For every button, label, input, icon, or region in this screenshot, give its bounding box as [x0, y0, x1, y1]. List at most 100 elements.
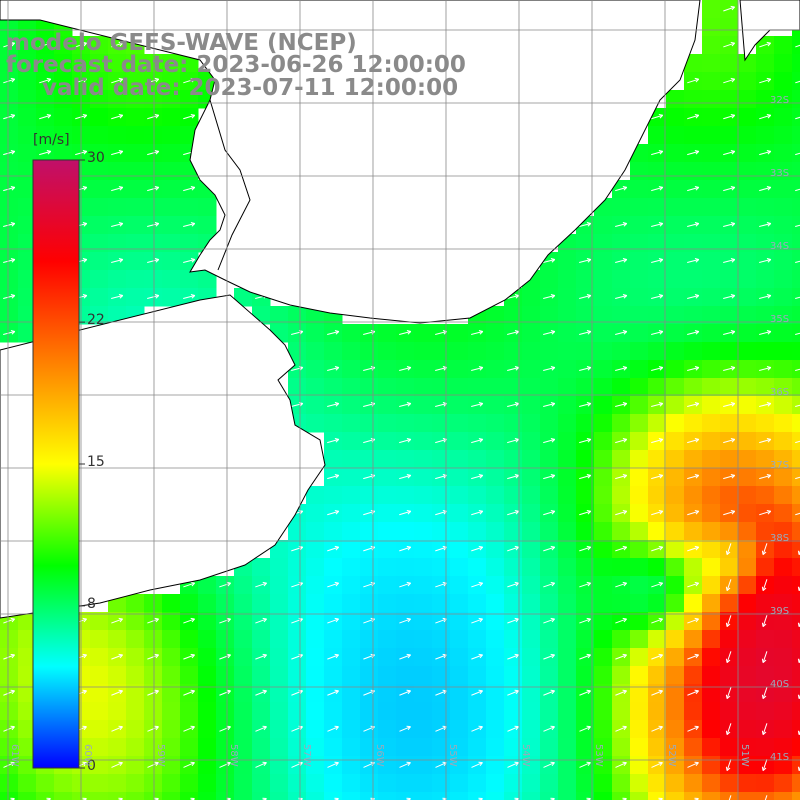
wind-cell: [162, 774, 181, 793]
wind-cell: [630, 756, 649, 775]
wind-cell: [576, 558, 595, 577]
wind-arrow: [111, 761, 123, 768]
wind-cell: [342, 504, 361, 523]
wind-cell: [432, 594, 451, 613]
wind-cell: [342, 576, 361, 595]
wind-cell: [720, 54, 739, 73]
wind-cell: [468, 522, 487, 541]
wind-cell: [540, 558, 559, 577]
wind-arrow: [333, 797, 339, 800]
wind-cell: [522, 576, 541, 595]
wind-cell: [486, 432, 505, 451]
wind-cell: [612, 774, 631, 793]
wind-cell: [216, 630, 235, 649]
wind-cell: [288, 378, 307, 397]
wind-cell: [234, 720, 253, 739]
wind-cell: [18, 198, 37, 217]
wind-cell: [648, 342, 667, 361]
wind-cell: [198, 684, 217, 703]
wind-arrow: [111, 653, 123, 660]
wind-cell: [180, 630, 199, 649]
wind-cell: [0, 18, 19, 37]
wind-cell: [792, 180, 800, 199]
wind-arrow: [795, 44, 800, 48]
wind-cell: [702, 684, 721, 703]
wind-cell: [504, 342, 523, 361]
wind-cell: [540, 486, 559, 505]
wind-cell: [684, 54, 703, 73]
wind-cell: [36, 90, 55, 109]
wind-cell: [630, 648, 649, 667]
wind-cell: [180, 198, 199, 217]
wind-arrow: [507, 402, 520, 408]
wind-arrow: [579, 258, 592, 263]
wind-cell: [756, 126, 775, 145]
wind-cell: [144, 738, 163, 757]
wind-cell: [90, 756, 109, 775]
wind-cell: [774, 522, 793, 541]
wind-cell: [594, 306, 613, 325]
wind-cell: [18, 630, 37, 649]
wind-cell: [792, 774, 800, 793]
wind-cell: [792, 738, 800, 757]
wind-cell: [702, 756, 721, 775]
wind-arrow: [3, 113, 16, 120]
wind-cell: [396, 774, 415, 793]
wind-cell: [126, 756, 145, 775]
wind-cell: [486, 666, 505, 685]
wind-cell: [360, 702, 379, 721]
wind-cell: [576, 342, 595, 361]
wind-arrow: [761, 615, 768, 628]
wind-arrow: [687, 617, 700, 624]
wind-cell: [450, 414, 469, 433]
wind-arrow: [255, 689, 267, 696]
wind-cell: [630, 180, 649, 199]
wind-cell: [108, 54, 127, 73]
wind-cell: [558, 324, 577, 343]
wind-arrow: [3, 77, 16, 84]
wind-cell: [486, 360, 505, 379]
wind-cell: [342, 540, 361, 559]
wind-cell: [234, 792, 253, 800]
wind-cell: [774, 54, 793, 73]
wind-cell: [0, 666, 19, 685]
wind-cell: [18, 18, 37, 37]
wind-arrow: [327, 473, 340, 480]
wind-cell: [432, 666, 451, 685]
wind-cell: [738, 522, 757, 541]
wind-cell: [666, 108, 685, 127]
wind-cell: [90, 684, 109, 703]
wind-cell: [360, 450, 379, 469]
wind-arrow: [651, 617, 664, 624]
wind-cell: [666, 162, 685, 181]
wind-cell: [558, 378, 577, 397]
wind-cell: [234, 594, 253, 613]
wind-cell: [792, 468, 800, 487]
wind-cell: [270, 648, 289, 667]
wind-cell: [162, 216, 181, 235]
wind-cell: [594, 324, 613, 343]
wind-cell: [324, 702, 343, 721]
wind-cell: [594, 774, 613, 793]
wind-arrow: [543, 725, 555, 732]
wind-arrow: [39, 41, 52, 48]
wind-cell: [774, 450, 793, 469]
wind-arrow: [687, 258, 700, 263]
wind-cell: [342, 378, 361, 397]
wind-cell: [738, 144, 757, 163]
wind-cell: [702, 360, 721, 379]
wind-arrow: [471, 653, 483, 660]
wind-cell: [468, 792, 487, 800]
latitude-label: 35S: [770, 314, 790, 325]
wind-cell: [594, 792, 613, 800]
wind-arrow: [579, 581, 592, 588]
wind-cell: [486, 558, 505, 577]
wind-cell: [612, 558, 631, 577]
wind-cell: [522, 774, 541, 793]
wind-cell: [774, 288, 793, 307]
wind-cell: [288, 702, 307, 721]
wind-cell: [504, 738, 523, 757]
wind-cell: [90, 288, 109, 307]
wind-cell: [684, 306, 703, 325]
